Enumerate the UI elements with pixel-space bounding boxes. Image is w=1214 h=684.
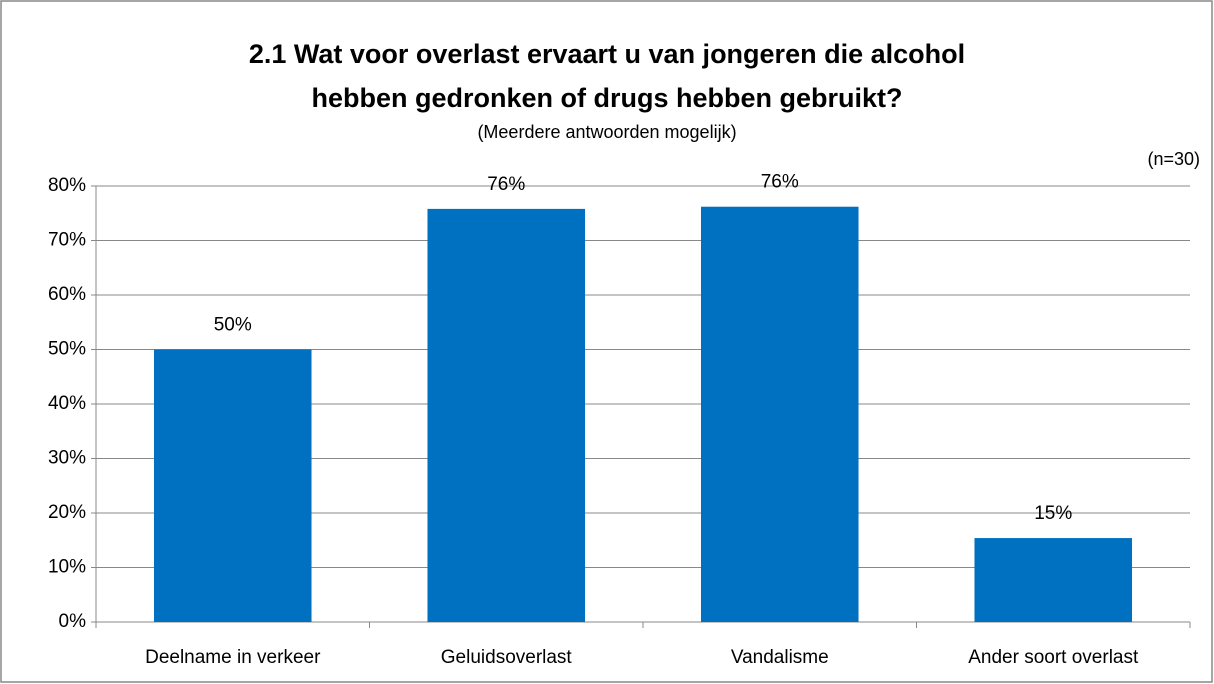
data-label: 50% (214, 315, 252, 336)
y-tick-label: 50% (48, 339, 86, 360)
bar (427, 208, 586, 622)
annotation: (n=30) (1147, 149, 1200, 169)
y-tick-label: 40% (48, 393, 86, 414)
y-tick-label: 10% (48, 557, 86, 578)
x-tick-label: Geluidsoverlast (441, 647, 573, 668)
data-label: 76% (487, 174, 525, 195)
chart-subtitle: (Meerdere antwoorden mogelijk) (477, 122, 736, 142)
bar (700, 206, 859, 622)
chart-title: 2.1 Wat voor overlast ervaart u van jong… (249, 39, 965, 69)
y-tick-label: 60% (48, 284, 86, 305)
data-label: 15% (1034, 503, 1072, 524)
x-tick-label: Ander soort overlast (968, 647, 1139, 668)
bar (153, 349, 312, 622)
chart-title: hebben gedronken of drugs hebben gebruik… (311, 83, 902, 113)
x-tick-label: Vandalisme (731, 647, 829, 668)
y-tick-label: 80% (48, 175, 86, 196)
bar (974, 538, 1133, 622)
y-tick-label: 20% (48, 502, 86, 523)
data-label: 76% (761, 172, 799, 193)
x-tick-label: Deelname in verkeer (145, 647, 321, 668)
y-tick-label: 0% (59, 611, 87, 632)
y-tick-label: 30% (48, 448, 86, 469)
y-tick-label: 70% (48, 230, 86, 251)
